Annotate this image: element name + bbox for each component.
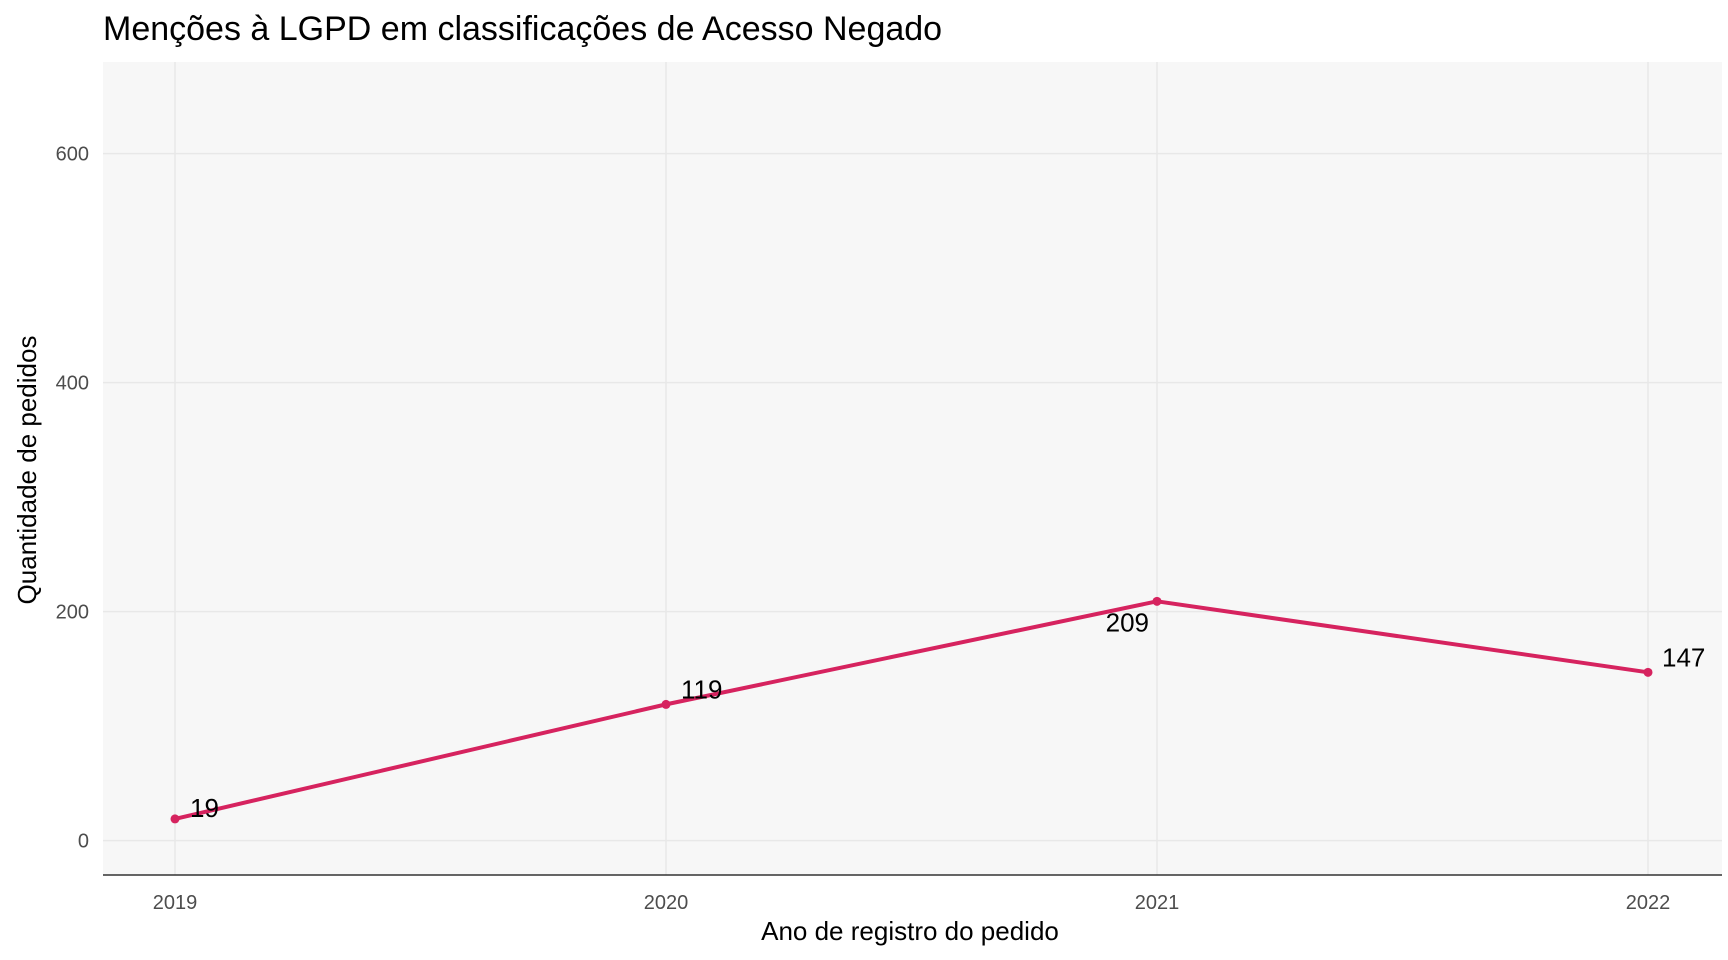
data-point	[1152, 596, 1162, 606]
y-tick-label: 200	[56, 602, 89, 624]
x-axis-title: Ano de registro do pedido	[761, 916, 1059, 946]
grid-lines	[103, 62, 1722, 875]
data-point	[1643, 667, 1653, 677]
y-tick-label: 600	[56, 144, 89, 166]
data-label: 19	[190, 793, 219, 823]
series-layer	[170, 596, 1653, 824]
y-tick-label: 400	[56, 373, 89, 395]
x-tick-label: 2020	[644, 892, 689, 914]
x-tick-label: 2021	[1135, 892, 1180, 914]
data-point	[170, 814, 180, 824]
y-tick-label: 0	[78, 831, 89, 853]
data-point	[661, 699, 671, 709]
x-axis-ticks: 2019 2020 2021 2022	[153, 892, 1671, 914]
x-tick-label: 2019	[153, 892, 198, 914]
series-line	[173, 599, 1650, 821]
plot-panel	[103, 62, 1722, 875]
data-label: 119	[681, 674, 722, 704]
data-label: 147	[1662, 642, 1705, 672]
data-label: 209	[1106, 607, 1149, 637]
y-axis-ticks: 0 200 400 600	[56, 144, 89, 853]
x-tick-label: 2022	[1626, 892, 1671, 914]
data-labels: 19 119 209 147	[190, 607, 1705, 823]
y-axis-title: Quantidade de pedidos	[12, 336, 42, 605]
chart-title: Menções à LGPD em classificações de Aces…	[103, 10, 942, 48]
